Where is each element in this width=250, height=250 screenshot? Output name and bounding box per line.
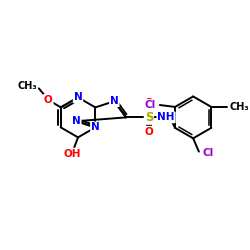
- Text: CH₃: CH₃: [17, 82, 37, 92]
- Text: O: O: [44, 95, 53, 105]
- Text: N: N: [72, 116, 81, 126]
- Text: N: N: [91, 122, 100, 132]
- Text: NH: NH: [157, 112, 175, 122]
- Text: Cl: Cl: [145, 100, 156, 110]
- Text: N: N: [74, 92, 82, 102]
- Text: Cl: Cl: [203, 148, 214, 158]
- Text: OH: OH: [64, 148, 81, 158]
- Text: S: S: [145, 111, 153, 124]
- Text: CH₃: CH₃: [230, 102, 249, 112]
- Text: N: N: [110, 96, 119, 106]
- Text: O: O: [144, 127, 153, 137]
- Text: O: O: [144, 98, 153, 108]
